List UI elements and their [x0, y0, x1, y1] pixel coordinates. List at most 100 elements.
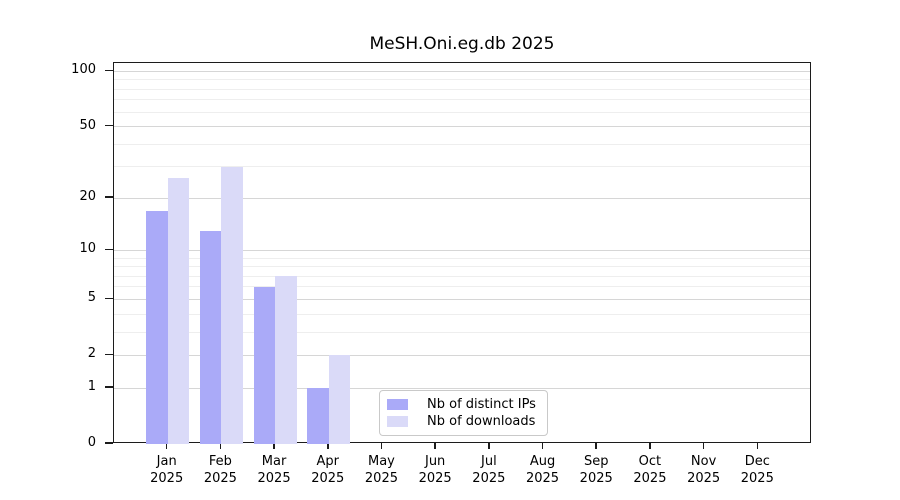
- minor-gridline: [114, 79, 810, 81]
- x-tick-mark: [541, 442, 544, 449]
- legend-item-distinct-ips: Nb of distinct IPs: [387, 396, 536, 413]
- x-tick-label: Oct 2025: [621, 453, 679, 487]
- x-tick-month: Oct: [638, 454, 662, 469]
- y-tick-mark: [105, 297, 113, 300]
- y-tick-label: 0: [87, 435, 96, 450]
- x-tick-mark: [595, 442, 597, 449]
- bar-nb-of-downloads: [221, 166, 243, 444]
- major-gridline: [114, 126, 810, 128]
- x-tick-month: Jul: [481, 454, 497, 469]
- legend-swatch-downloads: [387, 416, 408, 427]
- x-tick-month: Dec: [744, 454, 770, 469]
- x-tick-month: Aug: [529, 454, 556, 469]
- x-tick-mark: [434, 442, 436, 449]
- plot-area: [113, 62, 811, 444]
- x-tick-month: Nov: [690, 454, 717, 469]
- major-gridline: [114, 70, 810, 72]
- bar-nb-of-distinct-ips: [146, 210, 168, 444]
- x-tick-mark: [327, 442, 329, 449]
- y-tick-mark: [105, 442, 113, 444]
- x-tick-year: 2025: [418, 471, 452, 486]
- y-tick-mark: [105, 69, 113, 72]
- bar-nb-of-distinct-ips: [253, 286, 276, 444]
- y-tick-mark: [105, 353, 113, 356]
- major-gridline: [114, 354, 810, 356]
- x-tick-year: 2025: [472, 471, 506, 486]
- minor-gridline: [114, 111, 810, 113]
- bar-nb-of-downloads: [275, 276, 297, 444]
- chart-title: MeSH.Oni.eg.db 2025: [369, 34, 555, 54]
- minor-gridline: [114, 275, 810, 277]
- x-tick-year: 2025: [740, 471, 774, 486]
- x-tick-label: Sep 2025: [567, 453, 625, 487]
- minor-gridline: [114, 331, 810, 333]
- minor-gridline: [114, 313, 810, 315]
- y-tick-mark: [105, 196, 113, 198]
- x-tick-mark: [756, 442, 759, 449]
- bar-nb-of-downloads: [167, 177, 190, 444]
- major-gridline: [114, 387, 810, 389]
- x-tick-label: Apr 2025: [299, 453, 357, 487]
- x-tick-label: Aug 2025: [514, 453, 572, 487]
- major-gridline: [114, 249, 810, 251]
- x-tick-label: May 2025: [352, 453, 410, 487]
- y-tick-mark: [105, 386, 113, 388]
- x-tick-month: Sep: [583, 454, 609, 469]
- minor-gridline: [114, 88, 810, 90]
- x-tick-label: Feb 2025: [191, 453, 249, 487]
- legend-swatch-distinct-ips: [387, 399, 408, 410]
- bar-nb-of-downloads: [328, 355, 351, 444]
- legend-label-distinct-ips: Nb of distinct IPs: [427, 397, 536, 412]
- minor-gridline: [114, 286, 810, 288]
- x-tick-label: Nov 2025: [675, 453, 733, 487]
- x-tick-month: Feb: [208, 454, 232, 469]
- x-tick-month: Apr: [316, 454, 340, 469]
- x-tick-month: Jan: [156, 454, 177, 469]
- y-tick-label: 20: [79, 189, 96, 205]
- x-tick-mark: [380, 442, 383, 449]
- x-tick-year: 2025: [525, 471, 560, 486]
- y-tick-label: 5: [87, 290, 96, 306]
- x-tick-month: Jun: [424, 454, 446, 469]
- x-tick-mark: [649, 442, 651, 449]
- minor-gridline: [114, 166, 810, 168]
- minor-gridline: [114, 99, 810, 101]
- x-tick-year: 2025: [203, 471, 237, 486]
- legend-label-downloads: Nb of downloads: [427, 414, 536, 429]
- x-tick-month: May: [368, 454, 395, 469]
- bar-nb-of-distinct-ips: [307, 388, 329, 444]
- x-tick-label: Jun 2025: [406, 453, 464, 487]
- y-tick-label: 10: [79, 241, 96, 257]
- bar-nb-of-distinct-ips: [199, 230, 222, 444]
- y-tick-label: 1: [87, 379, 96, 395]
- minor-gridline: [114, 257, 810, 259]
- major-gridline: [114, 298, 810, 300]
- legend: Nb of distinct IPs Nb of downloads: [379, 390, 548, 436]
- x-tick-year: 2025: [150, 471, 184, 486]
- x-tick-label: Jul 2025: [460, 453, 518, 487]
- x-tick-year: 2025: [364, 471, 398, 486]
- x-tick-year: 2025: [311, 471, 345, 486]
- y-tick-mark: [105, 248, 113, 251]
- x-tick-mark: [165, 442, 168, 449]
- legend-item-downloads: Nb of downloads: [387, 413, 536, 430]
- minor-gridline: [114, 266, 810, 268]
- x-tick-year: 2025: [257, 471, 291, 486]
- y-tick-label: 50: [79, 117, 96, 133]
- x-tick-label: Jan 2025: [138, 453, 196, 487]
- y-tick-label: 100: [71, 62, 96, 78]
- x-tick-label: Mar 2025: [245, 453, 303, 487]
- x-tick-mark: [702, 442, 705, 449]
- x-tick-mark: [488, 442, 490, 449]
- y-tick-mark: [105, 124, 113, 127]
- x-tick-year: 2025: [687, 471, 721, 486]
- minor-gridline: [114, 143, 810, 145]
- x-tick-label: Dec 2025: [728, 453, 786, 487]
- x-tick-mark: [219, 442, 222, 449]
- x-tick-month: Mar: [261, 454, 287, 469]
- y-tick-label: 2: [87, 346, 96, 362]
- x-tick-mark: [273, 442, 275, 449]
- x-tick-year: 2025: [579, 471, 613, 486]
- x-tick-year: 2025: [633, 471, 667, 486]
